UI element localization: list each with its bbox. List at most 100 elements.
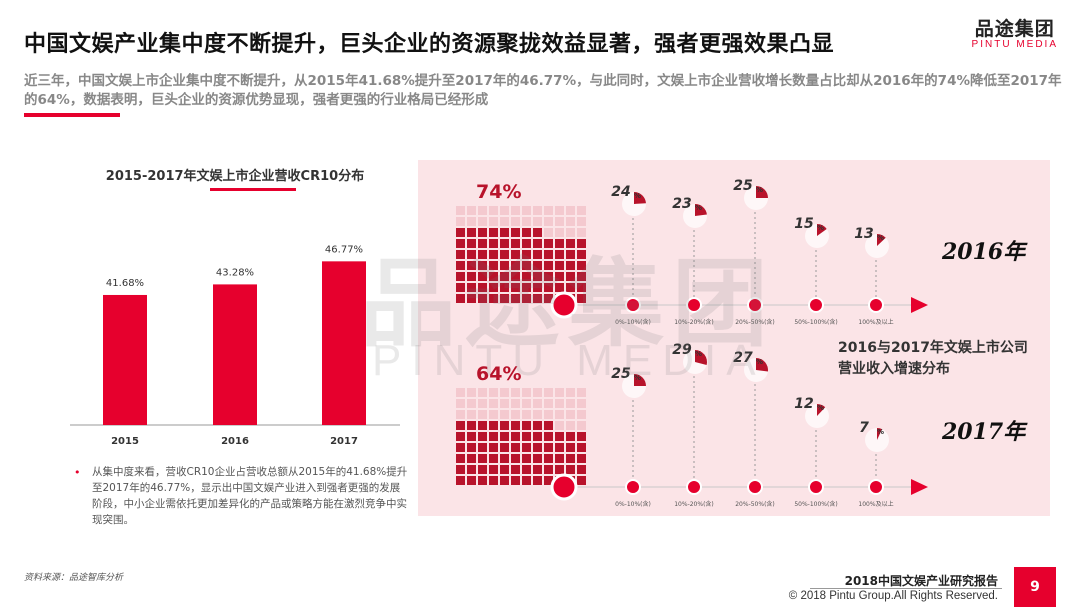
- grid-square: [533, 443, 542, 452]
- grid-square: [566, 443, 575, 452]
- footer-rule: [810, 588, 1002, 589]
- brand-logo: 品途集团 PINTU MEDIA: [972, 14, 1058, 50]
- grid-square: [467, 283, 476, 292]
- grid-square: [456, 228, 465, 237]
- x-tick-label: 2015: [111, 436, 139, 447]
- mini-pie-slice: [877, 428, 883, 440]
- grid-square: [544, 239, 553, 248]
- grid-square: [566, 217, 575, 226]
- grid-square: [489, 228, 498, 237]
- growth-value-label: 15: [794, 216, 814, 232]
- grid-square: [467, 250, 476, 259]
- grid-square: [544, 261, 553, 270]
- grid-square: [544, 294, 553, 303]
- grid-square: [511, 410, 520, 419]
- axis-node: [808, 297, 824, 313]
- grid-square: [489, 399, 498, 408]
- grid-square: [555, 443, 564, 452]
- y2016-axis-arrow: [911, 297, 928, 313]
- grid-square: [456, 261, 465, 270]
- growth-distribution-graphic: 74% 24 % 0%-10%(含) 23 % 10%-20%(含) 25 % 20%-50%(含…: [456, 178, 928, 508]
- grid-square: [522, 228, 531, 237]
- page-headline: 中国文娱产业集中度不断提升，巨头企业的资源聚拢效益显著，强者更强效果凸显: [24, 32, 835, 57]
- grid-square: [478, 261, 487, 270]
- grid-square: [500, 443, 509, 452]
- grid-square: [500, 239, 509, 248]
- panel-caption: 2016与2017年文娱上市公司 营业收入增速分布: [838, 338, 1058, 380]
- grid-square: [577, 272, 586, 281]
- grid-square: [489, 421, 498, 430]
- grid-square: [478, 283, 487, 292]
- watermark-en: PINTU MEDIA: [372, 336, 766, 385]
- grid-square: [467, 228, 476, 237]
- grid-square: [467, 399, 476, 408]
- grid-square: [522, 250, 531, 259]
- grid-square: [511, 388, 520, 397]
- grid-square: [577, 410, 586, 419]
- y2017-share-grid: [456, 388, 586, 485]
- grid-square: [478, 421, 487, 430]
- grid-square: [456, 421, 465, 430]
- note-bullet: •: [74, 466, 81, 479]
- grid-square: [500, 217, 509, 226]
- grid-square: [577, 206, 586, 215]
- grid-square: [478, 465, 487, 474]
- grid-square: [522, 239, 531, 248]
- grid-square: [489, 217, 498, 226]
- growth-category-label: 20%-50%(含): [735, 500, 775, 508]
- axis-node: [625, 297, 641, 313]
- y2016-axis-start-dot: [550, 291, 578, 319]
- grid-square: [555, 410, 564, 419]
- grid-square: [577, 399, 586, 408]
- grid-square: [566, 283, 575, 292]
- growth-category-label: 50%-100%(含): [794, 500, 837, 508]
- grid-square: [522, 272, 531, 281]
- axis-node: [625, 479, 641, 495]
- source-note: 资料来源：品途智库分析: [24, 573, 124, 583]
- grid-square: [489, 294, 498, 303]
- grid-square: [456, 410, 465, 419]
- logo-en-text: PINTU MEDIA: [971, 39, 1058, 50]
- grid-square: [544, 421, 553, 430]
- grid-square: [500, 206, 509, 215]
- grid-square: [478, 272, 487, 281]
- grid-square: [467, 388, 476, 397]
- grid-square: [555, 421, 564, 430]
- grid-square: [544, 206, 553, 215]
- growth-value-label: 7: [859, 420, 869, 436]
- bar-2016: [213, 284, 257, 425]
- grid-square: [533, 410, 542, 419]
- grid-square: [500, 454, 509, 463]
- grid-square: [533, 250, 542, 259]
- grid-square: [500, 294, 509, 303]
- chart-note: 从集中度来看，营收CR10企业占营收总额从2015年的41.68%提升至2017…: [92, 466, 408, 526]
- grid-square: [533, 454, 542, 463]
- grid-square: [511, 454, 520, 463]
- growth-value-suffix: %: [695, 350, 702, 358]
- mini-pie-slice: [877, 234, 886, 246]
- grid-square: [511, 206, 520, 215]
- grid-square: [577, 239, 586, 248]
- grid-square: [467, 410, 476, 419]
- grid-square: [533, 421, 542, 430]
- grid-square: [489, 272, 498, 281]
- grid-square: [566, 206, 575, 215]
- grid-square: [522, 476, 531, 485]
- grid-square: [478, 454, 487, 463]
- growth-value-label: 23: [672, 196, 691, 212]
- grid-square: [533, 283, 542, 292]
- grid-square: [566, 239, 575, 248]
- grid-square: [467, 261, 476, 270]
- grid-square: [456, 454, 465, 463]
- growth-category-label: 10%-20%(含): [674, 500, 714, 508]
- grid-square: [544, 217, 553, 226]
- grid-square: [489, 476, 498, 485]
- grid-square: [577, 228, 586, 237]
- grid-square: [577, 388, 586, 397]
- grid-square: [522, 443, 531, 452]
- grid-square: [489, 465, 498, 474]
- grid-square: [555, 272, 564, 281]
- grid-square: [544, 388, 553, 397]
- grid-square: [522, 454, 531, 463]
- grid-square: [500, 399, 509, 408]
